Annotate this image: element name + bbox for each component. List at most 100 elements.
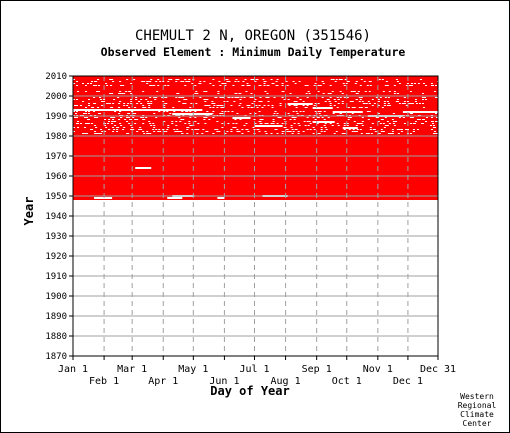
- missing-day-mark: [251, 97, 254, 98]
- missing-day-mark: [255, 79, 258, 80]
- missing-day-mark: [235, 97, 238, 98]
- missing-day-mark: [272, 119, 275, 120]
- missing-day-mark: [251, 103, 254, 104]
- missing-day-mark: [274, 129, 277, 130]
- x-tick-label: Dec 1: [393, 376, 423, 387]
- missing-day-mark: [434, 97, 437, 98]
- missing-day-mark: [96, 133, 99, 134]
- missing-day-mark: [112, 127, 115, 128]
- missing-day-mark: [243, 97, 246, 98]
- missing-day-mark: [150, 103, 153, 104]
- missing-day-mark: [252, 127, 255, 128]
- missing-day-mark: [216, 105, 219, 106]
- missing-day-mark: [329, 123, 332, 124]
- missing-day-mark: [87, 119, 90, 120]
- missing-day-mark: [365, 133, 368, 134]
- missing-day-mark: [256, 107, 259, 108]
- missing-day-mark: [387, 103, 390, 104]
- missing-day-mark: [288, 105, 291, 106]
- missing-day-mark: [178, 97, 181, 98]
- missing-day-mark: [416, 119, 419, 120]
- missing-day-mark: [119, 91, 122, 92]
- missing-day-mark: [111, 79, 114, 80]
- missing-day-mark: [236, 129, 239, 130]
- missing-day-mark: [377, 133, 380, 134]
- missing-day-mark: [416, 129, 419, 130]
- missing-day-mark: [281, 123, 284, 124]
- missing-day-mark: [316, 123, 319, 124]
- missing-day-mark: [409, 133, 412, 134]
- missing-day-mark: [216, 107, 219, 108]
- missing-day-mark: [345, 83, 348, 84]
- missing-day-mark: [289, 119, 292, 120]
- missing-day-mark: [128, 107, 131, 108]
- missing-day-mark: [153, 127, 156, 128]
- y-tick-label: 1890: [45, 312, 67, 322]
- missing-day-mark: [195, 129, 198, 130]
- missing-day-mark: [105, 83, 108, 84]
- missing-day-mark: [346, 125, 349, 126]
- missing-day-mark: [236, 113, 239, 114]
- missing-day-mark: [177, 93, 180, 94]
- missing-day-mark: [212, 79, 215, 80]
- missing-day-mark: [384, 117, 387, 118]
- missing-day-mark: [361, 117, 364, 118]
- missing-day-mark: [110, 79, 113, 80]
- missing-day-mark: [331, 91, 334, 92]
- missing-day-mark: [355, 81, 358, 82]
- missing-day-mark: [371, 123, 374, 124]
- missing-day-mark: [340, 79, 343, 80]
- missing-day-mark: [275, 81, 278, 82]
- missing-day-mark: [129, 91, 132, 92]
- missing-day-mark: [219, 85, 222, 86]
- missing-day-mark: [403, 103, 406, 104]
- missing-day-mark: [199, 81, 202, 82]
- missing-day-mark: [267, 105, 270, 106]
- missing-day-mark: [329, 97, 332, 98]
- missing-day-mark: [159, 81, 162, 82]
- missing-day-mark: [154, 99, 157, 100]
- missing-day-mark: [157, 85, 160, 86]
- missing-day-mark: [384, 85, 387, 86]
- missing-day-mark: [324, 127, 327, 128]
- missing-day-mark: [155, 97, 158, 98]
- missing-day-mark: [234, 119, 237, 120]
- missing-day-mark: [74, 105, 77, 106]
- missing-day-mark: [297, 123, 300, 124]
- missing-day-mark: [100, 129, 103, 130]
- missing-day-mark: [177, 79, 180, 80]
- missing-day-mark: [329, 93, 332, 94]
- missing-day-mark: [261, 107, 264, 108]
- missing-day-mark: [185, 81, 188, 82]
- missing-day-mark: [88, 103, 91, 104]
- missing-day-mark: [188, 79, 191, 80]
- missing-day-mark: [94, 133, 97, 134]
- missing-day-mark: [76, 85, 79, 86]
- missing-day-mark: [99, 133, 102, 134]
- missing-day-mark: [198, 83, 201, 84]
- missing-day-mark: [333, 133, 336, 134]
- missing-day-mark: [220, 105, 223, 106]
- missing-day-mark: [221, 105, 224, 106]
- missing-day-mark: [409, 91, 412, 92]
- missing-day-mark: [409, 117, 412, 118]
- missing-day-mark: [372, 129, 375, 130]
- missing-day-mark: [281, 91, 284, 92]
- missing-day-mark: [133, 79, 136, 80]
- missing-day-mark: [430, 83, 433, 84]
- missing-day-mark: [108, 121, 111, 122]
- missing-day-mark: [194, 121, 197, 122]
- missing-day-mark: [123, 93, 126, 94]
- missing-day-mark: [85, 107, 88, 108]
- missing-day-mark: [245, 129, 248, 130]
- missing-day-mark: [263, 81, 266, 82]
- missing-day-mark: [178, 117, 181, 118]
- missing-day-mark: [125, 91, 128, 92]
- missing-day-mark: [181, 133, 184, 134]
- missing-day-mark: [221, 83, 224, 84]
- missing-day-mark: [103, 101, 106, 102]
- missing-day-mark: [293, 119, 296, 120]
- x-tick-label: Jan 1: [58, 364, 88, 375]
- missing-day-mark: [352, 91, 355, 92]
